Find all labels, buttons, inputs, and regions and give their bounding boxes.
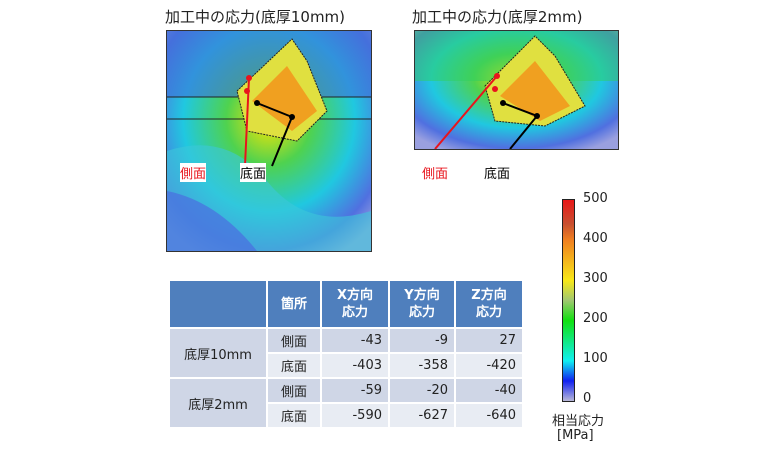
colorbar-label: 相当応力 — [552, 414, 605, 429]
colorbar-unit: [MPa] — [557, 428, 594, 443]
group-label: 底厚10mm — [170, 329, 266, 377]
cell-z: -420 — [456, 354, 522, 377]
cell-loc: 底面 — [268, 404, 320, 427]
bottom-label-right: 底面 — [484, 167, 511, 182]
table-row: 底厚2mm 側面 -59 -20 -40 — [170, 379, 522, 427]
cell-z: 27 — [456, 329, 522, 352]
cell-x: -590 — [322, 404, 388, 427]
cell-loc: 側面 — [268, 379, 320, 402]
header-blank — [170, 281, 266, 327]
tick-500: 500 — [583, 191, 608, 206]
header-x: X方向 応力 — [322, 281, 388, 327]
header-location: 箇所 — [268, 281, 320, 327]
cell-y: -358 — [390, 354, 454, 377]
cell-x: -43 — [322, 329, 388, 352]
table-row: 底面 -403 -358 -420 — [170, 354, 522, 377]
side-label-right: 側面 — [422, 167, 449, 182]
cell-z: -40 — [456, 379, 522, 402]
side-label-left: 側面 — [180, 163, 207, 182]
cell-x: -59 — [322, 379, 388, 402]
stress-image-10mm — [166, 30, 372, 252]
header-z: Z方向 応力 — [456, 281, 522, 327]
tick-300: 300 — [583, 271, 608, 286]
stress-image-2mm — [414, 30, 619, 150]
left-title: 加工中の応力(底厚10mm) — [165, 8, 346, 26]
tick-0: 0 — [583, 391, 592, 406]
tick-200: 200 — [583, 311, 608, 326]
tick-400: 400 — [583, 231, 608, 246]
cell-loc: 底面 — [268, 354, 320, 377]
group-label: 底厚2mm — [170, 379, 266, 427]
cell-z: -640 — [456, 404, 522, 427]
cell-y: -627 — [390, 404, 454, 427]
cell-x: -403 — [322, 354, 388, 377]
cell-y: -9 — [390, 329, 454, 352]
table-row: 底面 -590 -627 -640 — [170, 404, 522, 427]
table-row: 底厚10mm 側面 -43 -9 27 — [170, 329, 522, 377]
header-y: Y方向 応力 — [390, 281, 454, 327]
right-title: 加工中の応力(底厚2mm) — [412, 8, 583, 26]
stress-table: 箇所 X方向 応力 Y方向 応力 Z方向 応力 底厚10mm 側面 -43 -9… — [168, 279, 524, 429]
bottom-label-left: 底面 — [240, 163, 267, 182]
tick-100: 100 — [583, 351, 608, 366]
colorbar — [562, 199, 575, 402]
cell-y: -20 — [390, 379, 454, 402]
cell-loc: 側面 — [268, 329, 320, 352]
